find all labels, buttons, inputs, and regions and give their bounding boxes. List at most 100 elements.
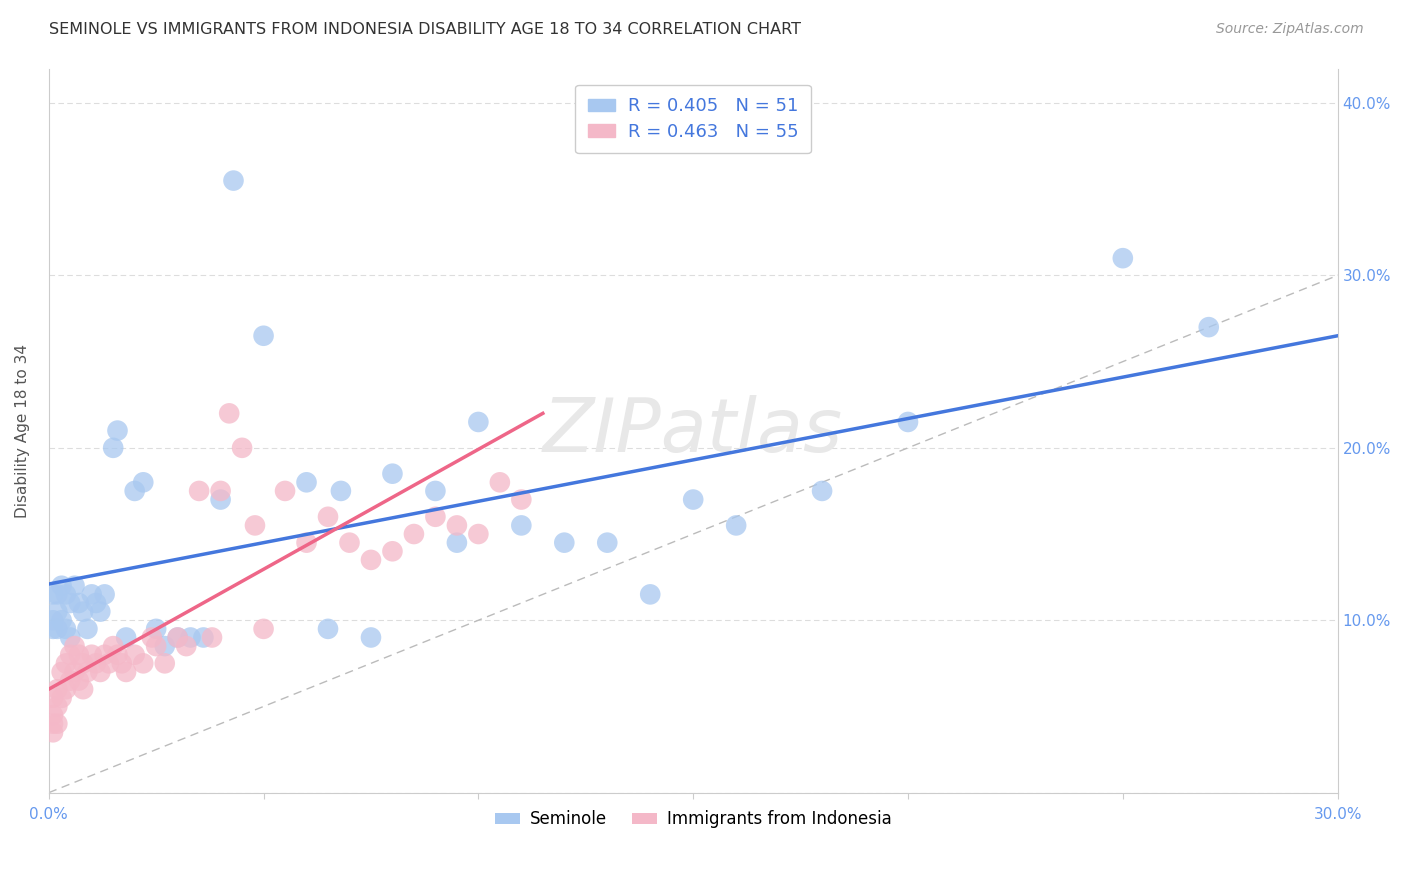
- Point: [63, 665, 86, 679]
- Point: [295, 475, 318, 490]
- Point: [274, 483, 297, 498]
- Point: [510, 492, 533, 507]
- Point: [145, 622, 167, 636]
- Point: [510, 518, 533, 533]
- Point: [93, 587, 115, 601]
- Point: [1198, 320, 1220, 334]
- Point: [124, 483, 146, 498]
- Point: [42, 725, 65, 739]
- Point: [72, 682, 94, 697]
- Point: [67, 596, 90, 610]
- Point: [295, 535, 318, 549]
- Point: [59, 596, 82, 610]
- Point: [42, 587, 65, 601]
- Point: [67, 673, 90, 688]
- Point: [51, 690, 73, 705]
- Point: [42, 716, 65, 731]
- Point: [188, 483, 211, 498]
- Point: [42, 622, 65, 636]
- Point: [467, 415, 489, 429]
- Point: [97, 657, 120, 671]
- Point: [124, 648, 146, 662]
- Point: [115, 665, 138, 679]
- Point: [811, 483, 834, 498]
- Point: [329, 483, 352, 498]
- Point: [103, 441, 125, 455]
- Point: [381, 467, 404, 481]
- Point: [638, 587, 661, 601]
- Point: [76, 622, 98, 636]
- Point: [252, 622, 274, 636]
- Point: [180, 631, 202, 645]
- Point: [46, 682, 69, 697]
- Point: [46, 716, 69, 731]
- Point: [725, 518, 748, 533]
- Point: [222, 173, 245, 187]
- Point: [446, 535, 468, 549]
- Point: [84, 596, 107, 610]
- Point: [141, 631, 163, 645]
- Point: [72, 657, 94, 671]
- Point: [63, 579, 86, 593]
- Point: [897, 415, 920, 429]
- Point: [201, 631, 224, 645]
- Point: [93, 648, 115, 662]
- Point: [80, 587, 103, 601]
- Point: [46, 622, 69, 636]
- Point: [316, 509, 339, 524]
- Point: [209, 483, 232, 498]
- Point: [46, 699, 69, 714]
- Text: ZIPatlas: ZIPatlas: [543, 394, 844, 467]
- Point: [231, 441, 253, 455]
- Point: [51, 665, 73, 679]
- Point: [174, 639, 197, 653]
- Point: [596, 535, 619, 549]
- Point: [339, 535, 361, 549]
- Point: [682, 492, 704, 507]
- Point: [67, 648, 90, 662]
- Point: [132, 657, 155, 671]
- Point: [89, 665, 111, 679]
- Point: [243, 518, 266, 533]
- Point: [42, 708, 65, 723]
- Point: [72, 605, 94, 619]
- Point: [55, 587, 77, 601]
- Point: [193, 631, 215, 645]
- Point: [166, 631, 188, 645]
- Point: [360, 631, 382, 645]
- Point: [63, 639, 86, 653]
- Point: [132, 475, 155, 490]
- Point: [381, 544, 404, 558]
- Point: [42, 690, 65, 705]
- Point: [446, 518, 468, 533]
- Point: [425, 483, 447, 498]
- Point: [107, 648, 129, 662]
- Point: [1112, 251, 1135, 265]
- Point: [55, 622, 77, 636]
- Point: [55, 657, 77, 671]
- Point: [80, 648, 103, 662]
- Point: [107, 424, 129, 438]
- Point: [51, 579, 73, 593]
- Point: [489, 475, 512, 490]
- Text: SEMINOLE VS IMMIGRANTS FROM INDONESIA DISABILITY AGE 18 TO 34 CORRELATION CHART: SEMINOLE VS IMMIGRANTS FROM INDONESIA DI…: [49, 22, 801, 37]
- Point: [46, 587, 69, 601]
- Text: Source: ZipAtlas.com: Source: ZipAtlas.com: [1216, 22, 1364, 37]
- Point: [252, 328, 274, 343]
- Point: [42, 613, 65, 627]
- Point: [218, 406, 240, 420]
- Point: [59, 631, 82, 645]
- Point: [153, 657, 176, 671]
- Point: [209, 492, 232, 507]
- Point: [76, 665, 98, 679]
- Point: [115, 631, 138, 645]
- Point: [46, 605, 69, 619]
- Point: [59, 648, 82, 662]
- Point: [402, 527, 425, 541]
- Point: [89, 605, 111, 619]
- Point: [316, 622, 339, 636]
- Point: [553, 535, 575, 549]
- Point: [51, 613, 73, 627]
- Point: [84, 657, 107, 671]
- Point: [360, 553, 382, 567]
